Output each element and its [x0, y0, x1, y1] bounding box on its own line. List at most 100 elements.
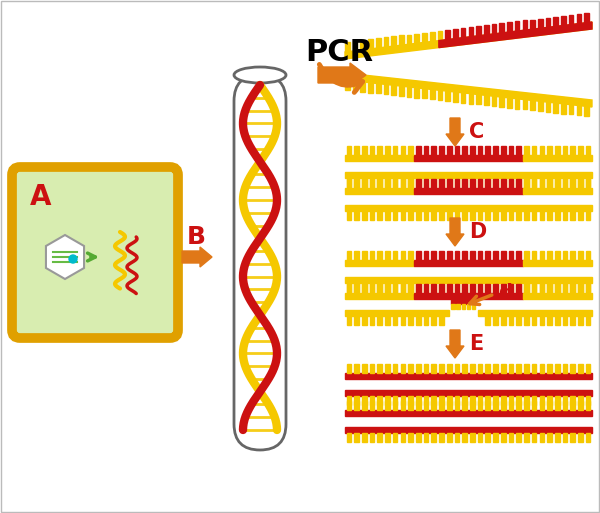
Bar: [393, 364, 397, 373]
Bar: [470, 284, 475, 293]
Bar: [370, 316, 374, 325]
Bar: [547, 316, 552, 325]
Bar: [524, 316, 529, 325]
Bar: [517, 396, 521, 405]
Bar: [493, 178, 498, 187]
Bar: [571, 146, 575, 155]
Bar: [377, 364, 382, 373]
Bar: [416, 283, 421, 292]
Bar: [393, 396, 397, 405]
Bar: [430, 32, 434, 42]
Bar: [347, 284, 351, 293]
Bar: [539, 178, 544, 187]
Bar: [416, 433, 421, 442]
Bar: [499, 23, 504, 33]
Bar: [424, 146, 428, 155]
Ellipse shape: [234, 67, 286, 83]
Bar: [345, 277, 592, 283]
Bar: [555, 146, 560, 155]
Bar: [493, 364, 498, 373]
Bar: [524, 284, 529, 293]
Bar: [362, 211, 367, 220]
Bar: [493, 433, 498, 442]
Bar: [509, 251, 513, 260]
Bar: [478, 179, 482, 188]
Bar: [416, 211, 421, 220]
Bar: [447, 251, 452, 260]
Bar: [376, 38, 380, 48]
Bar: [478, 251, 482, 260]
Bar: [485, 284, 490, 293]
Bar: [401, 211, 405, 220]
Bar: [485, 179, 490, 188]
Bar: [584, 13, 589, 23]
Bar: [571, 283, 575, 292]
Bar: [354, 396, 359, 405]
Bar: [424, 316, 428, 325]
Bar: [385, 364, 390, 373]
Bar: [439, 179, 444, 188]
Bar: [345, 293, 414, 299]
Bar: [370, 251, 374, 260]
Bar: [547, 283, 552, 292]
Text: PCR: PCR: [305, 38, 373, 67]
Bar: [447, 283, 452, 292]
Bar: [399, 35, 404, 46]
Bar: [439, 316, 444, 325]
Bar: [563, 146, 568, 155]
Bar: [416, 396, 421, 405]
Bar: [431, 146, 436, 155]
Bar: [555, 316, 560, 325]
FancyArrow shape: [446, 118, 464, 146]
Bar: [501, 401, 506, 410]
Bar: [547, 396, 552, 405]
Bar: [555, 401, 560, 410]
Bar: [532, 251, 536, 260]
Bar: [353, 41, 358, 51]
Bar: [431, 401, 436, 410]
Bar: [553, 17, 558, 27]
Bar: [370, 401, 374, 410]
Bar: [470, 364, 475, 373]
Bar: [524, 211, 529, 220]
Bar: [445, 91, 450, 101]
Bar: [463, 401, 467, 410]
Bar: [401, 179, 405, 188]
Bar: [577, 105, 581, 115]
Bar: [571, 211, 575, 220]
Bar: [383, 37, 388, 47]
Bar: [470, 433, 475, 442]
Bar: [431, 433, 436, 442]
Bar: [509, 211, 513, 220]
Bar: [439, 433, 444, 442]
Bar: [501, 179, 506, 188]
Bar: [424, 284, 428, 293]
Bar: [571, 284, 575, 293]
Bar: [539, 146, 544, 155]
Bar: [447, 179, 452, 188]
Bar: [563, 433, 568, 442]
Bar: [547, 364, 552, 373]
Bar: [467, 304, 470, 309]
Bar: [416, 179, 421, 188]
Bar: [470, 178, 475, 187]
Bar: [431, 283, 436, 292]
Bar: [345, 42, 350, 52]
Bar: [408, 284, 413, 293]
Bar: [439, 284, 444, 293]
Bar: [578, 364, 583, 373]
Bar: [345, 155, 414, 161]
Bar: [532, 433, 536, 442]
Polygon shape: [345, 73, 592, 107]
Bar: [447, 284, 452, 293]
Bar: [424, 364, 428, 373]
Bar: [385, 284, 390, 293]
Bar: [571, 433, 575, 442]
Bar: [401, 284, 405, 293]
Bar: [439, 211, 444, 220]
Bar: [461, 28, 466, 38]
Polygon shape: [439, 22, 592, 48]
Bar: [463, 433, 467, 442]
Bar: [478, 310, 592, 316]
Bar: [424, 401, 428, 410]
